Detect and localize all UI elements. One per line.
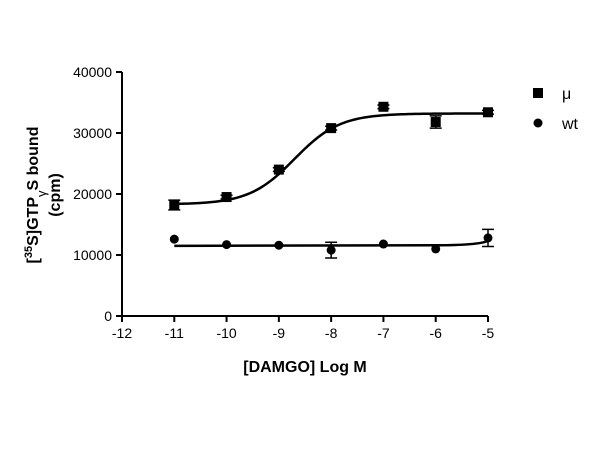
point-mu [326, 123, 337, 134]
y-tick-label: 0 [104, 308, 112, 324]
y-axis-title-line1: [35S]GTPγS bound [23, 127, 49, 264]
point-mu [430, 117, 441, 128]
x-axis-title: [DAMGO] Log M [243, 359, 367, 376]
point-wt [169, 234, 179, 244]
x-tick-label: -11 [165, 325, 184, 341]
point-mu [273, 164, 284, 175]
legend-marker-wt [533, 118, 543, 128]
x-tick-label: -9 [273, 325, 286, 341]
y-title-superscript: 35 [23, 246, 35, 258]
point-mu [169, 199, 180, 210]
y-axis-title: [35S]GTPγS bound (cpm) [23, 127, 64, 264]
y-title-suffix: S bound [25, 127, 42, 191]
legend: μ wt [533, 86, 579, 133]
y-tick-label: 20000 [73, 186, 112, 202]
y-title-main: S]GTP [25, 197, 42, 246]
x-tick-label: -6 [429, 325, 442, 341]
data-points [169, 101, 493, 255]
point-wt [326, 245, 336, 255]
legend-label: μ [562, 86, 571, 103]
fit-curves [174, 112, 489, 248]
point-wt [222, 240, 232, 250]
x-tick-label: -5 [482, 325, 495, 341]
legend-label: wt [561, 116, 579, 133]
point-wt [431, 244, 441, 254]
point-wt [378, 239, 388, 249]
point-mu [221, 192, 232, 203]
y-tick-label: 30000 [73, 125, 112, 141]
y-tick-label: 10000 [73, 247, 112, 263]
y-tick-label: 40000 [73, 64, 112, 80]
point-mu [378, 101, 389, 112]
x-tick-label: -8 [325, 325, 338, 341]
y-axis-title-line2: (cpm) [47, 173, 64, 217]
point-wt [274, 240, 284, 250]
y-ticks: 0 10000 20000 30000 40000 [73, 64, 122, 324]
x-ticks: -12 -11 -10 -9 -8 -7 -6 -5 [112, 316, 495, 341]
point-mu [483, 107, 493, 118]
plot-area: -12 -11 -10 -9 -8 -7 -6 -5 0 10000 20000 30000 4000… [73, 64, 494, 341]
x-tick-label: -7 [377, 325, 390, 341]
x-tick-label: -10 [216, 325, 236, 341]
x-tick-label: -12 [112, 325, 132, 341]
point-wt [483, 233, 493, 243]
y-title-gamma: γ [34, 190, 49, 197]
y-title-prefix: [ [25, 257, 42, 263]
legend-marker-mu [533, 88, 543, 98]
